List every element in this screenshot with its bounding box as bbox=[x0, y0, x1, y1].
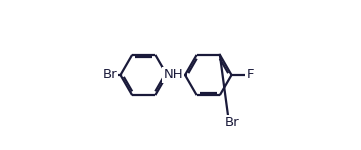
Text: Br: Br bbox=[225, 116, 240, 129]
Text: NH: NH bbox=[164, 69, 183, 81]
Text: Br: Br bbox=[103, 69, 117, 81]
Text: F: F bbox=[247, 69, 254, 81]
